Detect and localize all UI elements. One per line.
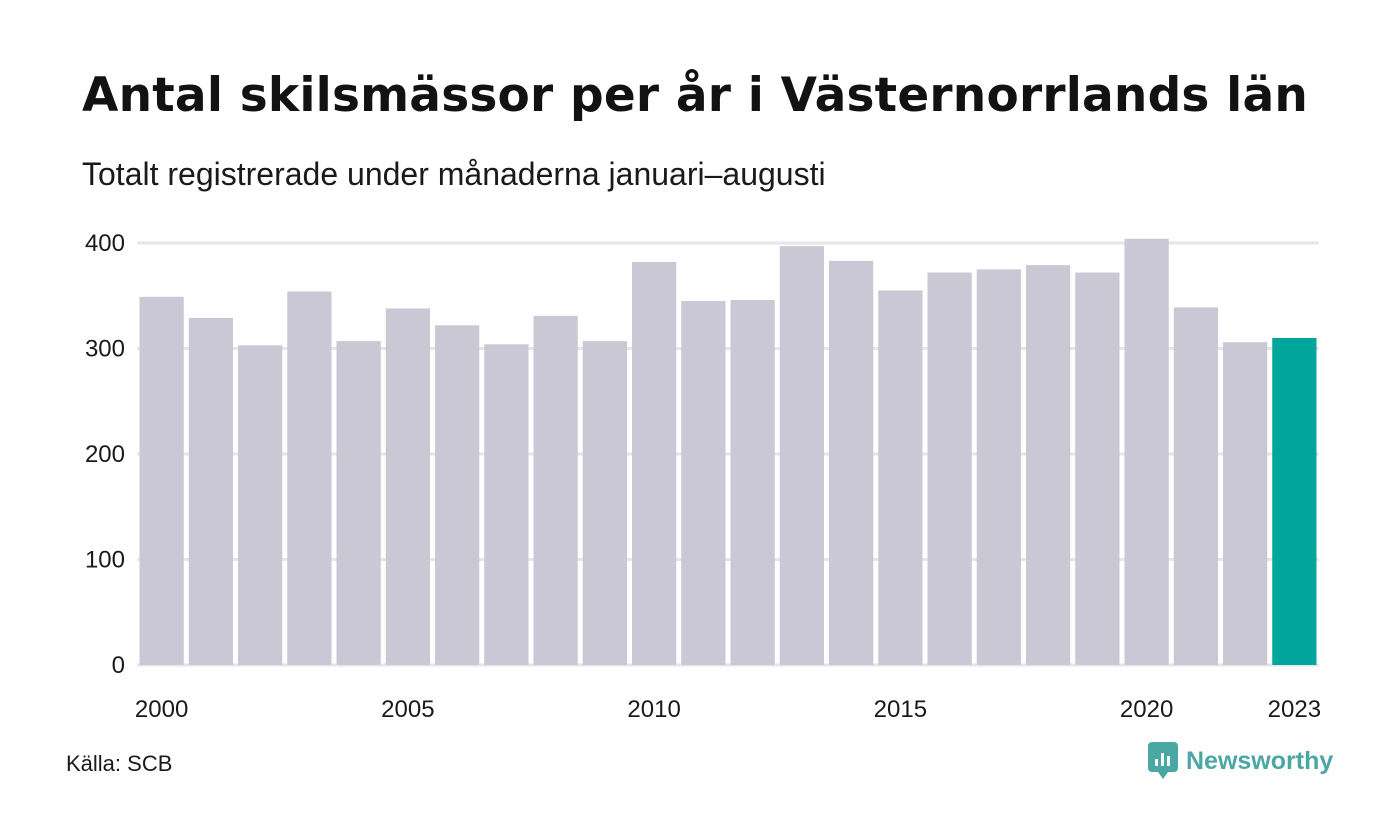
chart-title: Antal skilsmässor per år i Västernorrlan… (82, 68, 1309, 123)
bar-2021 (1173, 307, 1218, 665)
bar-2000 (139, 296, 184, 665)
bar-2001 (188, 317, 233, 665)
bar-chart: 0 100 200 300 400 2000 2005 2010 2015 2020 2023 (85, 230, 1321, 723)
bar-2013 (779, 246, 824, 666)
bar-2016 (927, 272, 972, 665)
bar-2015 (878, 290, 923, 665)
bar-2004 (336, 341, 381, 665)
gridlines (137, 241, 1319, 667)
y-tick-label: 0 (112, 652, 125, 679)
bar-2023 (1272, 337, 1317, 665)
y-tick-label: 100 (85, 547, 125, 574)
bar-2019 (1075, 272, 1120, 665)
bar-2012 (730, 299, 775, 665)
bar-2014 (829, 260, 874, 665)
y-tick-label: 400 (85, 230, 125, 257)
y-axis-ticks: 0 100 200 300 400 (85, 230, 125, 679)
newsworthy-logo-icon (1148, 742, 1178, 779)
y-tick-label: 300 (85, 336, 125, 363)
bar-2017 (976, 269, 1021, 665)
bar-2009 (582, 341, 627, 665)
source-note: Källa: SCB (66, 751, 173, 776)
x-tick-label: 2010 (627, 696, 680, 723)
brand-name: Newsworthy (1186, 746, 1334, 775)
bar-2018 (1026, 265, 1071, 665)
bar-2005 (385, 308, 430, 665)
x-tick-label: 2023 (1268, 696, 1321, 723)
bar-2020 (1124, 238, 1169, 665)
bar-2003 (287, 291, 332, 665)
bar-2007 (484, 344, 529, 665)
x-tick-label: 2005 (381, 696, 434, 723)
x-tick-label: 2000 (135, 696, 188, 723)
bar-2011 (681, 301, 726, 665)
bar-2022 (1223, 342, 1268, 665)
bar-2006 (435, 325, 480, 665)
brand-logo: Newsworthy (1148, 742, 1333, 780)
x-tick-label: 2020 (1120, 696, 1173, 723)
bars (139, 238, 1317, 666)
bar-2010 (632, 261, 677, 665)
bar-2008 (533, 315, 578, 665)
y-tick-label: 200 (85, 441, 125, 468)
bar-2002 (238, 345, 283, 665)
x-axis-ticks: 2000 2005 2010 2015 2020 2023 (135, 696, 1321, 723)
chart-subtitle: Totalt registrerade under månaderna janu… (82, 156, 826, 192)
x-tick-label: 2015 (874, 696, 927, 723)
